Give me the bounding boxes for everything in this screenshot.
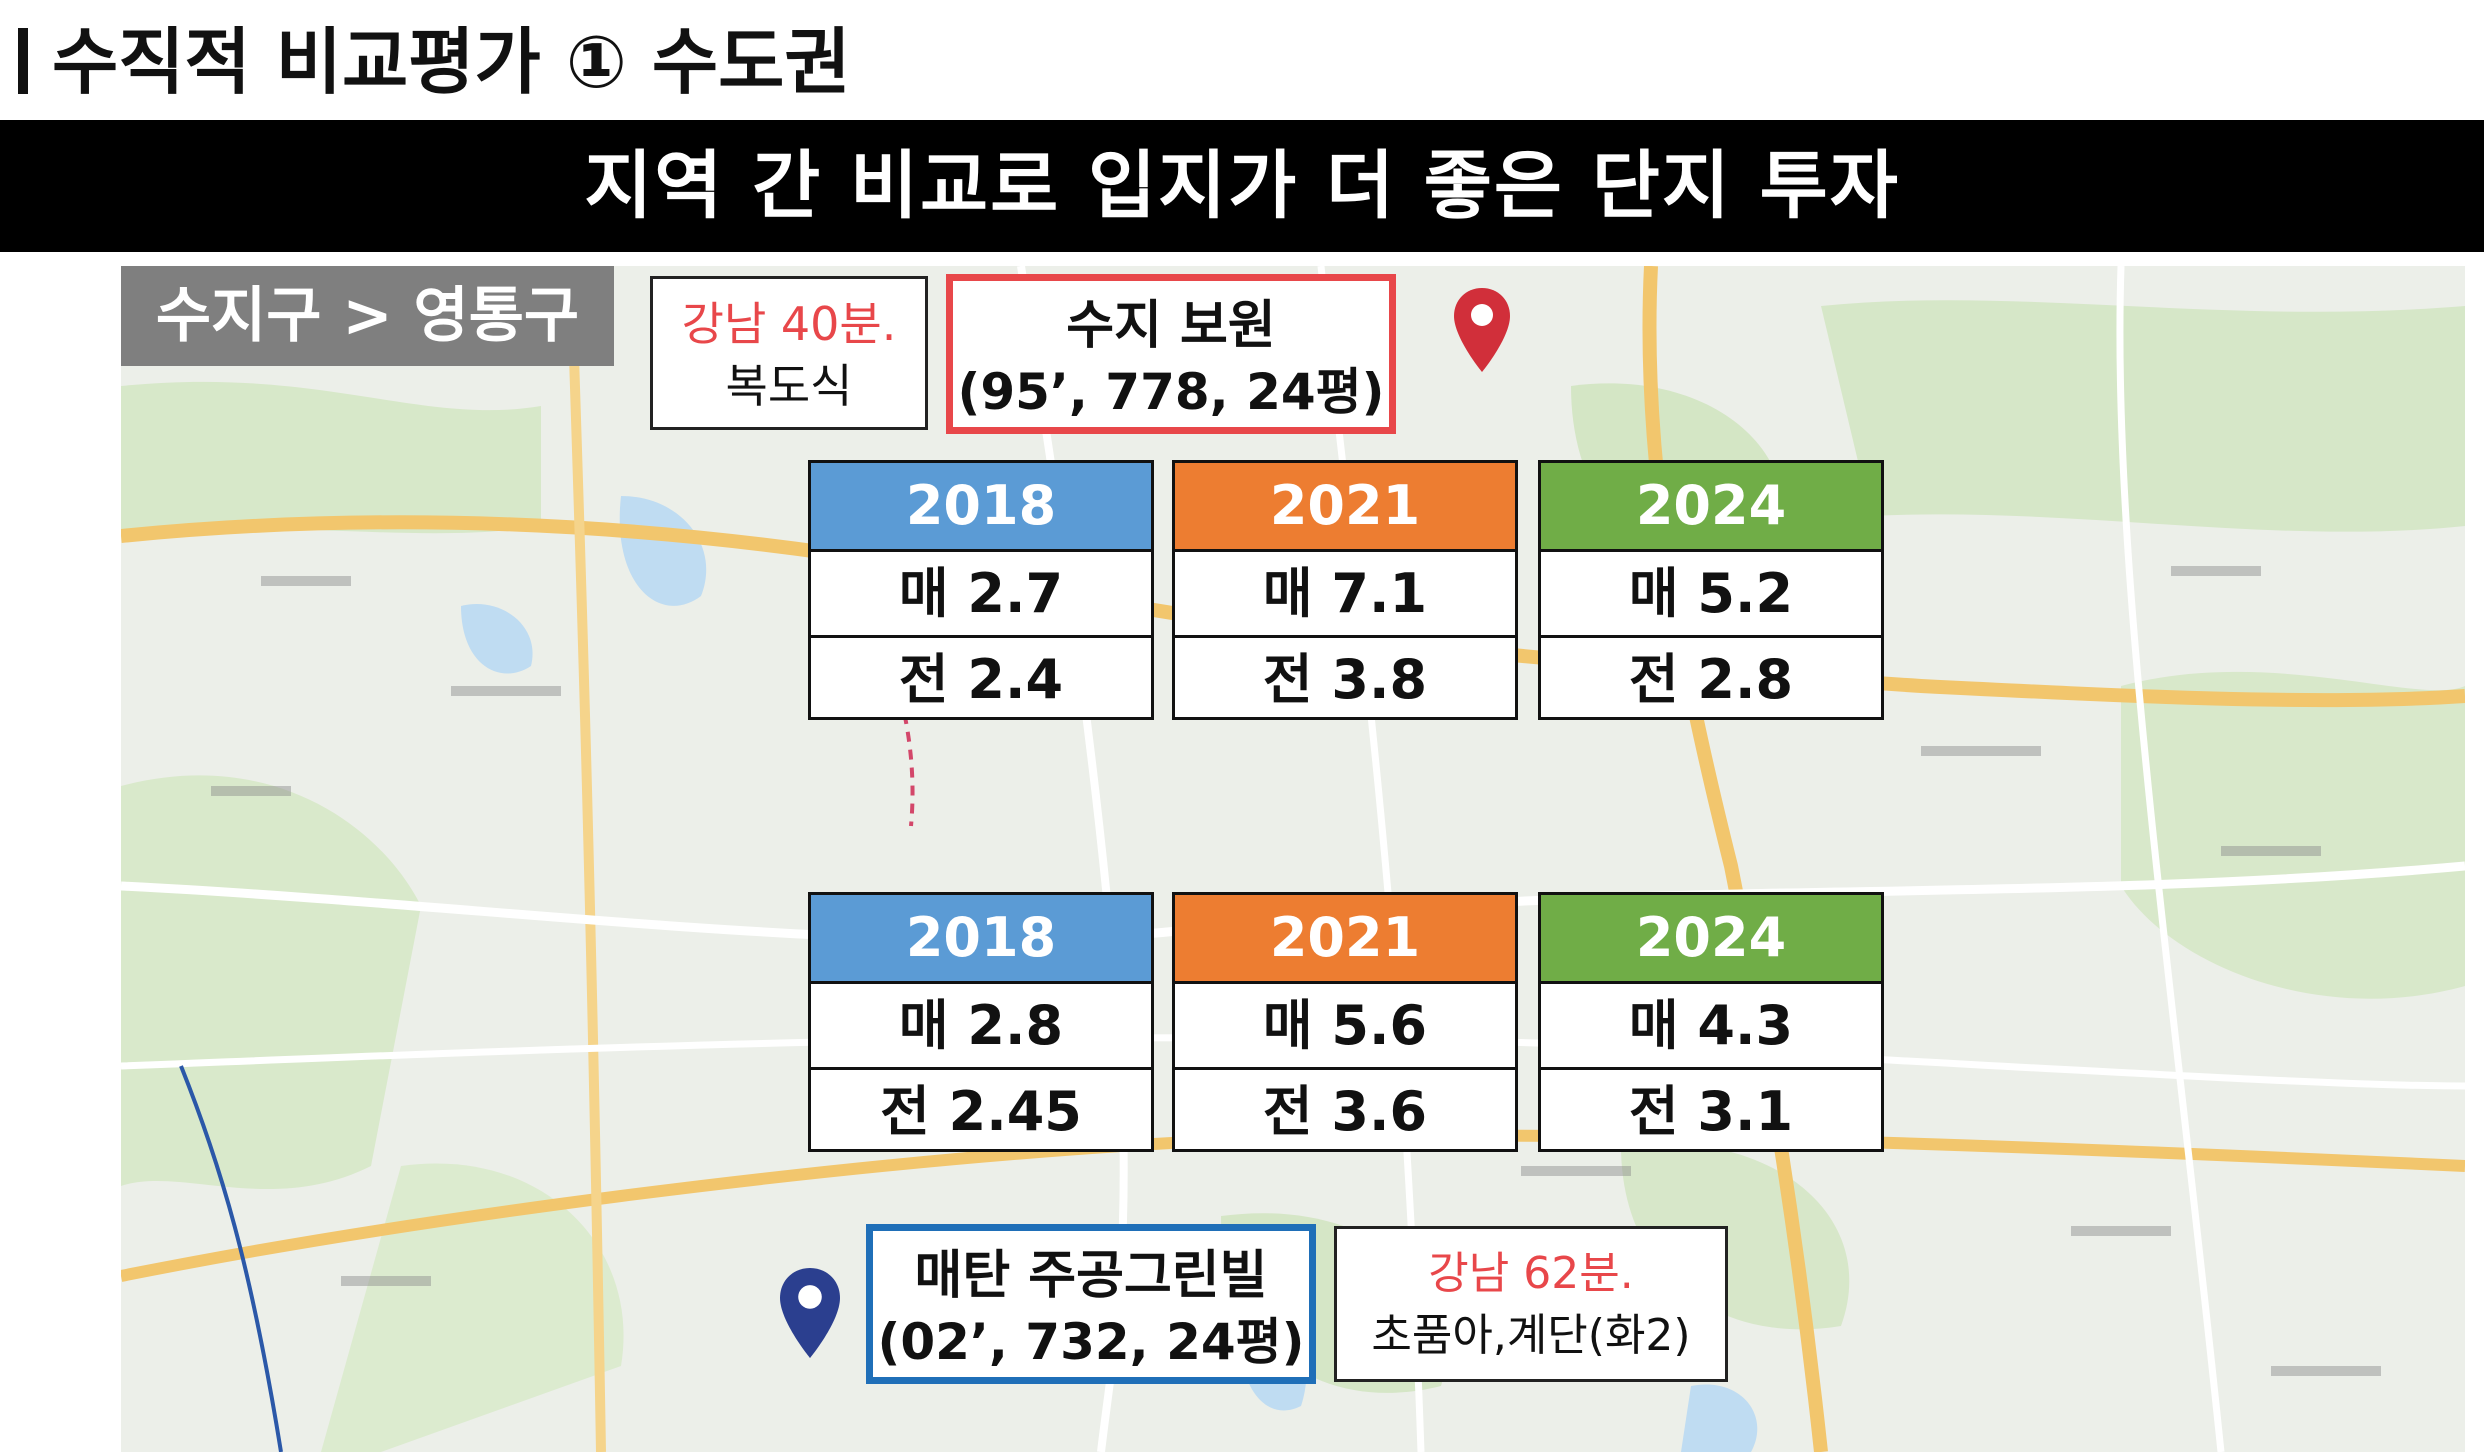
- headline-banner: 지역 간 비교로 입지가 더 좋은 단지 투자: [0, 120, 2484, 252]
- card-year: 2021: [1175, 895, 1515, 984]
- headline-text: 지역 간 비교로 입지가 더 좋은 단지 투자: [584, 143, 1900, 229]
- card-year: 2024: [1541, 463, 1881, 552]
- card-jeonse-price: 전 2.45: [880, 1080, 1082, 1143]
- region-comparison-label: 수지구 > 영통구: [121, 266, 614, 366]
- bottom-complex-name: 매탄 주공그린빌: [914, 1246, 1268, 1306]
- bottom-complex-spec: (02’, 732, 24평): [877, 1313, 1305, 1371]
- map-pin-icon: [1454, 288, 1510, 372]
- card-year: 2021: [1175, 463, 1515, 552]
- card-year: 2018: [811, 895, 1151, 984]
- top-complex-box: 수지 보원 (95’, 778, 24평): [946, 274, 1396, 434]
- card-sale-price: 매 2.7: [811, 552, 1151, 638]
- title-accent-bar: [18, 28, 28, 94]
- map-pin-icon: [780, 1268, 840, 1358]
- top-price-card-2018: 2018 매 2.7 전 2.4: [808, 460, 1154, 720]
- card-year: 2018: [811, 463, 1151, 552]
- bottom-complex-box: 매탄 주공그린빌 (02’, 732, 24평): [866, 1224, 1316, 1384]
- card-sale-price: 매 7.1: [1175, 552, 1515, 638]
- bottom-commute-box: 강남 62분. 초품아,계단(화2): [1334, 1226, 1728, 1382]
- card-jeonse-price: 전 3.1: [1628, 1080, 1794, 1143]
- card-jeonse-price: 전 2.4: [898, 648, 1064, 711]
- slide-title: 수직적 비교평가 ① 수도권: [52, 20, 851, 104]
- top-building-type: 복도식: [725, 359, 853, 413]
- card-year: 2024: [1541, 895, 1881, 984]
- card-sale-price: 매 4.3: [1541, 984, 1881, 1070]
- top-commute-time: 강남 40분.: [681, 297, 897, 351]
- bottom-price-card-2018: 2018 매 2.8 전 2.45: [808, 892, 1154, 1152]
- top-price-card-2024: 2024 매 5.2 전 2.8: [1538, 460, 1884, 720]
- card-jeonse-price: 전 3.8: [1262, 648, 1428, 711]
- top-commute-box: 강남 40분. 복도식: [650, 276, 928, 430]
- card-jeonse-price: 전 2.8: [1628, 648, 1794, 711]
- bottom-price-card-2024: 2024 매 4.3 전 3.1: [1538, 892, 1884, 1152]
- card-sale-price: 매 2.8: [811, 984, 1151, 1070]
- card-sale-price: 매 5.6: [1175, 984, 1515, 1070]
- bottom-school-stairs: 초품아,계단(화2): [1371, 1310, 1691, 1361]
- top-price-card-2021: 2021 매 7.1 전 3.8: [1172, 460, 1518, 720]
- card-jeonse-price: 전 3.6: [1262, 1080, 1428, 1143]
- slide-title-row: 수직적 비교평가 ① 수도권: [0, 0, 2484, 120]
- top-complex-name: 수지 보원: [1066, 296, 1276, 356]
- card-sale-price: 매 5.2: [1541, 552, 1881, 638]
- bottom-commute-time: 강남 62분.: [1428, 1248, 1634, 1299]
- top-complex-spec: (95’, 778, 24평): [957, 363, 1385, 421]
- bottom-price-card-2021: 2021 매 5.6 전 3.6: [1172, 892, 1518, 1152]
